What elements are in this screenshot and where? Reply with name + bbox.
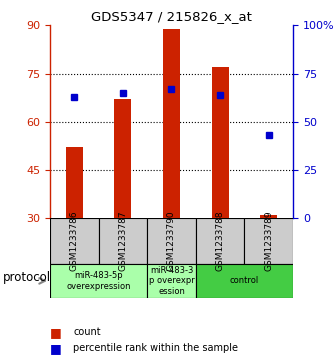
Text: GSM1233790: GSM1233790 xyxy=(167,211,176,271)
Text: GSM1233788: GSM1233788 xyxy=(215,211,225,271)
Bar xyxy=(147,264,196,298)
Bar xyxy=(196,264,293,298)
Bar xyxy=(163,29,180,218)
Text: ■: ■ xyxy=(50,342,62,355)
Bar xyxy=(114,99,132,218)
Text: GSM1233789: GSM1233789 xyxy=(264,211,273,271)
Text: control: control xyxy=(230,276,259,285)
Text: GSM1233786: GSM1233786 xyxy=(70,211,79,271)
Bar xyxy=(244,218,293,264)
Text: GSM1233787: GSM1233787 xyxy=(118,211,128,271)
Bar xyxy=(99,218,147,264)
Title: GDS5347 / 215826_x_at: GDS5347 / 215826_x_at xyxy=(91,10,252,23)
Text: protocol: protocol xyxy=(3,271,52,284)
Bar xyxy=(66,147,83,218)
Bar xyxy=(260,215,277,218)
Text: miR-483-3
p overexpr
ession: miR-483-3 p overexpr ession xyxy=(149,266,194,296)
Bar xyxy=(211,67,229,218)
Bar xyxy=(147,218,196,264)
Text: miR-483-5p
overexpression: miR-483-5p overexpression xyxy=(66,271,131,291)
Bar xyxy=(196,218,244,264)
Text: count: count xyxy=(73,327,101,337)
Bar xyxy=(50,218,99,264)
Text: percentile rank within the sample: percentile rank within the sample xyxy=(73,343,238,354)
Text: ■: ■ xyxy=(50,326,62,339)
Bar xyxy=(50,264,147,298)
